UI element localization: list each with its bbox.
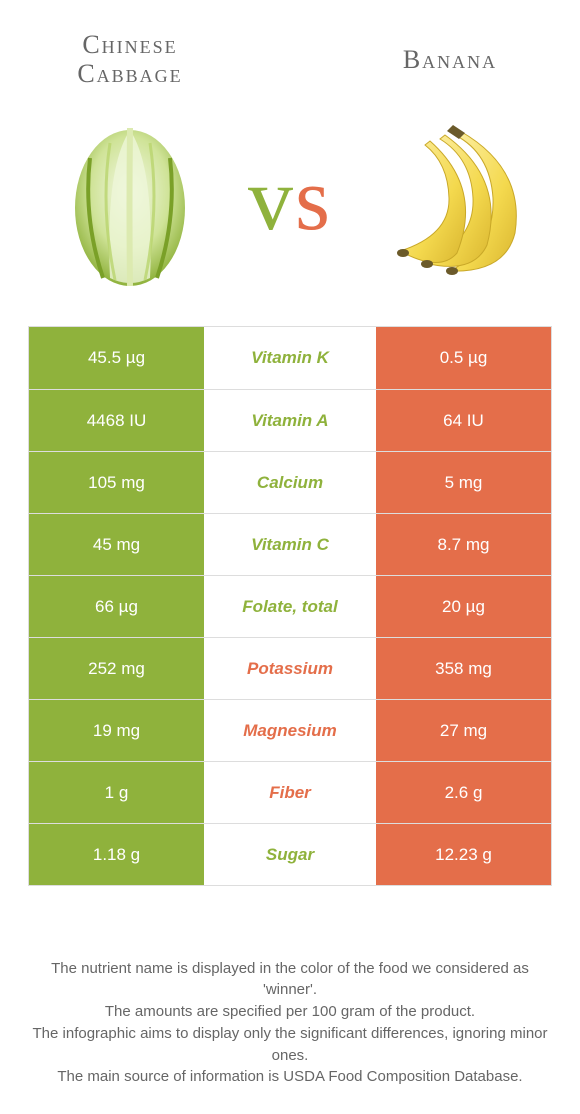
footnote-line: The infographic aims to display only the… <box>26 1023 554 1067</box>
value-b: 27 mg <box>376 700 551 761</box>
value-a: 45.5 µg <box>29 327 204 389</box>
footnote-line: The amounts are specified per 100 gram o… <box>26 1001 554 1023</box>
table-row: 252 mgPotassium358 mg <box>29 637 551 699</box>
value-b: 8.7 mg <box>376 514 551 575</box>
food-a: Chinese Cabbage <box>30 30 230 288</box>
footnote-line: The main source of information is USDA F… <box>26 1066 554 1088</box>
food-a-title: Chinese Cabbage <box>30 30 230 90</box>
value-a: 4468 IU <box>29 390 204 451</box>
value-a: 66 µg <box>29 576 204 637</box>
nutrient-label: Vitamin A <box>204 390 376 451</box>
nutrient-label: Sugar <box>204 824 376 885</box>
value-b: 358 mg <box>376 638 551 699</box>
nutrient-label: Potassium <box>204 638 376 699</box>
cabbage-icon <box>45 108 215 288</box>
value-b: 0.5 µg <box>376 327 551 389</box>
value-b: 2.6 g <box>376 762 551 823</box>
value-a: 252 mg <box>29 638 204 699</box>
nutrient-label: Vitamin C <box>204 514 376 575</box>
table-row: 1 gFiber2.6 g <box>29 761 551 823</box>
table-row: 45 mgVitamin C8.7 mg <box>29 513 551 575</box>
nutrient-label: Folate, total <box>204 576 376 637</box>
value-a: 19 mg <box>29 700 204 761</box>
nutrient-table: 45.5 µgVitamin K0.5 µg4468 IUVitamin A64… <box>28 326 552 886</box>
table-row: 4468 IUVitamin A64 IU <box>29 389 551 451</box>
footnote-line: The nutrient name is displayed in the co… <box>26 958 554 1002</box>
comparison-header: Chinese Cabbage vs B <box>0 0 580 298</box>
table-row: 45.5 µgVitamin K0.5 µg <box>29 327 551 389</box>
food-b-title: Banana <box>403 30 497 90</box>
nutrient-label: Calcium <box>204 452 376 513</box>
value-a: 105 mg <box>29 452 204 513</box>
banana-icon <box>365 108 535 288</box>
footnotes: The nutrient name is displayed in the co… <box>26 958 554 1089</box>
value-a: 45 mg <box>29 514 204 575</box>
nutrient-label: Magnesium <box>204 700 376 761</box>
value-b: 12.23 g <box>376 824 551 885</box>
nutrient-label: Vitamin K <box>204 327 376 389</box>
table-row: 105 mgCalcium5 mg <box>29 451 551 513</box>
nutrient-label: Fiber <box>204 762 376 823</box>
table-row: 1.18 gSugar12.23 g <box>29 823 551 885</box>
value-a: 1 g <box>29 762 204 823</box>
vs-label: vs <box>248 148 332 251</box>
value-b: 64 IU <box>376 390 551 451</box>
table-row: 66 µgFolate, total20 µg <box>29 575 551 637</box>
value-b: 20 µg <box>376 576 551 637</box>
value-a: 1.18 g <box>29 824 204 885</box>
food-b: Banana <box>350 30 550 288</box>
value-b: 5 mg <box>376 452 551 513</box>
table-row: 19 mgMagnesium27 mg <box>29 699 551 761</box>
